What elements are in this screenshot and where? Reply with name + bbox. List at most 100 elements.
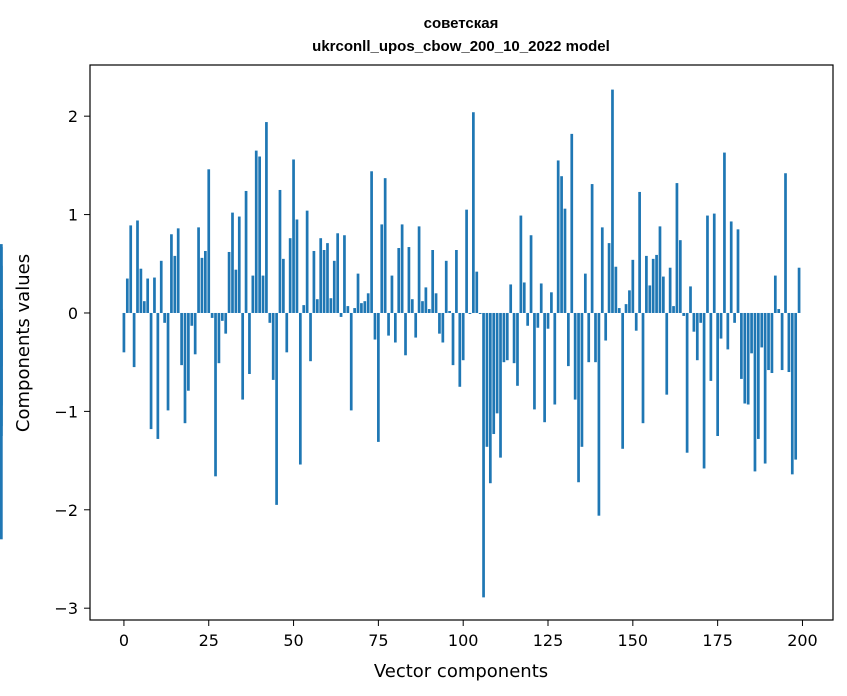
bar-116 [516, 312, 519, 386]
bar-152 [638, 191, 641, 313]
bar-104 [475, 271, 479, 313]
bar-97 [451, 312, 455, 366]
bar-11 [159, 260, 163, 313]
bar-70 [360, 303, 363, 313]
bar-22 [197, 227, 200, 313]
bar-41 [261, 275, 265, 313]
bar-199 [797, 267, 801, 313]
bar-107 [485, 312, 489, 447]
bar-96 [448, 311, 451, 313]
bar-150 [631, 259, 635, 313]
bar-117 [519, 215, 523, 313]
bar-49 [288, 238, 292, 313]
bar-83 [404, 312, 407, 356]
bar-163 [675, 183, 679, 313]
bar-124 [543, 312, 546, 423]
x-tick-label: 125 [533, 631, 564, 650]
chart-title-line-2: ukrconll_upos_cbow_200_10_2022 model [312, 38, 610, 55]
bar-195 [784, 173, 787, 313]
bar-74 [373, 312, 377, 340]
bar-62 [332, 260, 336, 313]
bar-51 [295, 219, 299, 313]
bar-2 [129, 225, 133, 313]
bar-171 [702, 312, 706, 469]
y-tick-label: −2 [54, 501, 78, 520]
bar-113 [505, 312, 509, 361]
bar-89 [424, 287, 428, 313]
x-tick-label: 100 [448, 631, 479, 650]
bar-130 [563, 208, 567, 313]
bar-91 [431, 250, 435, 313]
plot-frame [89, 64, 834, 621]
bar-189 [763, 312, 767, 464]
bar-183 [743, 312, 747, 404]
bar-181 [736, 229, 740, 313]
bar-32 [231, 212, 234, 313]
bar-135 [580, 312, 584, 447]
bar-146 [617, 308, 621, 313]
bar-86 [414, 312, 418, 338]
bar-128 [556, 160, 560, 313]
bar-160 [665, 312, 669, 395]
bar-39 [254, 150, 258, 313]
bar-184 [746, 312, 750, 405]
bar-73 [370, 171, 373, 313]
bar-132 [570, 133, 574, 313]
bar-111 [499, 312, 502, 458]
bar-67 [349, 312, 353, 411]
bar-78 [387, 312, 390, 336]
bar-68 [353, 308, 356, 313]
bar-3 [132, 312, 136, 368]
bar-24 [203, 250, 207, 313]
bar-170 [699, 312, 703, 323]
bar-4 [136, 220, 139, 313]
bar-165 [682, 312, 686, 316]
bar-58 [319, 238, 323, 313]
bar-undefined [0, 312, 3, 367]
bar-136 [583, 273, 587, 313]
bar-173 [709, 312, 713, 381]
bar-5 [139, 268, 143, 313]
bar-149 [628, 290, 631, 313]
bar-17 [180, 312, 183, 366]
bar-59 [322, 250, 326, 313]
bar-42 [265, 122, 268, 313]
bar-192 [773, 275, 777, 313]
bar-85 [410, 299, 414, 313]
bar-66 [346, 306, 350, 313]
bar-194 [780, 312, 784, 371]
bar-8 [149, 312, 153, 430]
bar-54 [305, 210, 309, 313]
bar-151 [634, 312, 638, 331]
bar-131 [567, 312, 570, 367]
bar-1 [125, 278, 129, 313]
bar-0 [122, 312, 126, 353]
bar-87 [417, 226, 421, 313]
bar-34 [237, 216, 241, 313]
bar-141 [600, 227, 604, 313]
bar-14 [170, 234, 173, 313]
x-tick-label: 50 [283, 631, 303, 650]
bar-55 [309, 312, 312, 362]
bar-16 [176, 228, 180, 313]
bar-158 [658, 226, 662, 313]
bar-52 [298, 312, 302, 465]
bar-172 [706, 215, 709, 313]
bar-37 [248, 312, 251, 374]
bar-99 [458, 312, 462, 387]
bar-21 [193, 312, 197, 355]
bar-110 [495, 312, 499, 414]
bar-138 [590, 184, 594, 313]
bar-65 [343, 235, 346, 313]
bar-159 [662, 276, 665, 313]
bar-94 [441, 312, 445, 343]
bar-28 [217, 312, 221, 364]
bar-13 [166, 312, 170, 411]
bar-166 [685, 312, 689, 453]
bar-81 [397, 248, 401, 313]
bar-118 [522, 282, 526, 313]
bar-9 [153, 277, 156, 313]
bar-23 [200, 257, 204, 313]
chart-title-line-1: советская [424, 15, 499, 32]
bar-90 [427, 309, 431, 313]
